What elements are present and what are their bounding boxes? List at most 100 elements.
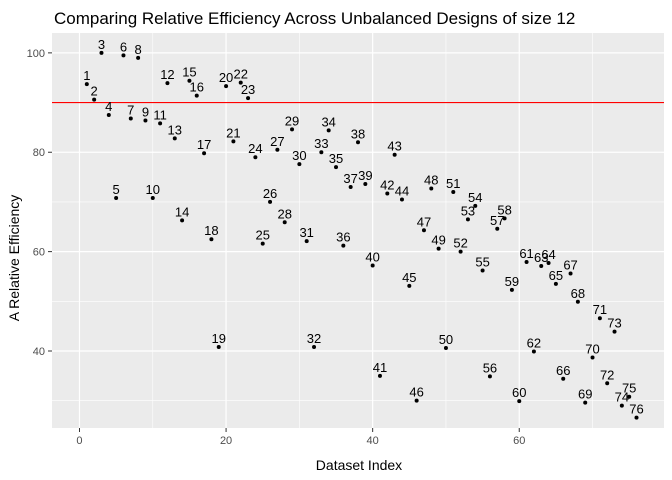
point-label: 66 [556, 363, 570, 378]
point-label: 69 [578, 387, 592, 402]
data-point [465, 217, 470, 222]
data-point [377, 373, 382, 378]
point-label: 39 [358, 168, 372, 183]
data-point [524, 260, 529, 265]
data-point [172, 136, 177, 141]
data-point [480, 268, 485, 273]
data-point [517, 399, 522, 404]
data-point [619, 403, 624, 408]
point-label: 5 [113, 182, 120, 197]
data-point [575, 299, 580, 304]
y-tick-label: 80 [33, 147, 45, 159]
data-point [341, 243, 346, 248]
data-point [121, 53, 126, 58]
data-point [158, 121, 163, 126]
point-label: 16 [190, 80, 204, 95]
point-label: 8 [135, 42, 142, 57]
data-point [165, 81, 170, 86]
point-label: 61 [519, 246, 533, 261]
data-point [180, 218, 185, 223]
data-point [597, 316, 602, 321]
point-label: 40 [365, 250, 379, 265]
point-label: 46 [409, 385, 423, 400]
point-label: 68 [571, 286, 585, 301]
data-point [84, 82, 89, 87]
point-label: 36 [336, 230, 350, 245]
data-point [385, 191, 390, 196]
point-label: 75 [622, 381, 636, 396]
data-point [106, 112, 111, 117]
data-point [436, 246, 441, 251]
point-label: 33 [314, 136, 328, 151]
point-label: 17 [197, 137, 211, 152]
point-label: 15 [182, 65, 196, 80]
data-point [194, 93, 199, 98]
point-label: 14 [175, 204, 189, 219]
data-point [590, 355, 595, 360]
point-label: 20 [219, 70, 233, 85]
point-label: 10 [146, 182, 160, 197]
point-label: 18 [204, 223, 218, 238]
data-point [634, 415, 639, 420]
data-point [546, 261, 551, 266]
point-label: 49 [431, 233, 445, 248]
point-label: 32 [307, 331, 321, 346]
data-point [561, 376, 566, 381]
data-point [539, 264, 544, 269]
data-point [399, 197, 404, 202]
point-label: 26 [263, 186, 277, 201]
point-label: 6 [120, 39, 127, 54]
data-point [443, 346, 448, 351]
data-point [150, 195, 155, 200]
data-point [421, 228, 426, 233]
data-point [114, 195, 119, 200]
data-point [568, 271, 573, 276]
y-axis-ticks: 40 60 80 100 [27, 48, 52, 358]
data-point [260, 241, 265, 246]
point-label: 3 [98, 37, 105, 52]
point-label: 25 [255, 228, 269, 243]
point-label: 62 [527, 335, 541, 350]
point-label: 37 [343, 171, 357, 186]
point-label: 72 [600, 367, 614, 382]
point-label: 54 [468, 190, 482, 205]
point-label: 59 [505, 274, 519, 289]
data-point [326, 128, 331, 133]
data-point [502, 216, 507, 221]
data-point [627, 394, 632, 399]
data-point [509, 287, 514, 292]
point-label: 44 [395, 183, 409, 198]
data-point [216, 345, 221, 350]
data-point [414, 398, 419, 403]
point-label: 30 [292, 148, 306, 163]
data-point [583, 400, 588, 405]
x-tick-label: 20 [220, 435, 232, 447]
point-label: 38 [351, 126, 365, 141]
y-tick-label: 40 [33, 346, 45, 358]
data-point [128, 116, 133, 121]
data-point [407, 283, 412, 288]
data-point [312, 345, 317, 350]
point-label: 1 [83, 68, 90, 83]
data-point [612, 329, 617, 334]
data-point [238, 80, 243, 85]
x-tick-label: 0 [76, 435, 82, 447]
data-point [451, 189, 456, 194]
data-point [282, 220, 287, 225]
data-point [487, 374, 492, 379]
data-point [605, 381, 610, 386]
point-label: 47 [417, 214, 431, 229]
x-tick-label: 60 [513, 435, 525, 447]
y-axis-title: A Relative Efficiency [6, 195, 22, 322]
point-label: 35 [329, 151, 343, 166]
point-label: 12 [160, 67, 174, 82]
point-label: 67 [563, 257, 577, 272]
y-tick-label: 100 [27, 48, 45, 60]
data-point [370, 263, 375, 268]
point-label: 52 [453, 236, 467, 251]
point-label: 24 [248, 141, 262, 156]
data-point [246, 96, 251, 101]
data-point [363, 182, 368, 187]
data-point [304, 239, 309, 244]
